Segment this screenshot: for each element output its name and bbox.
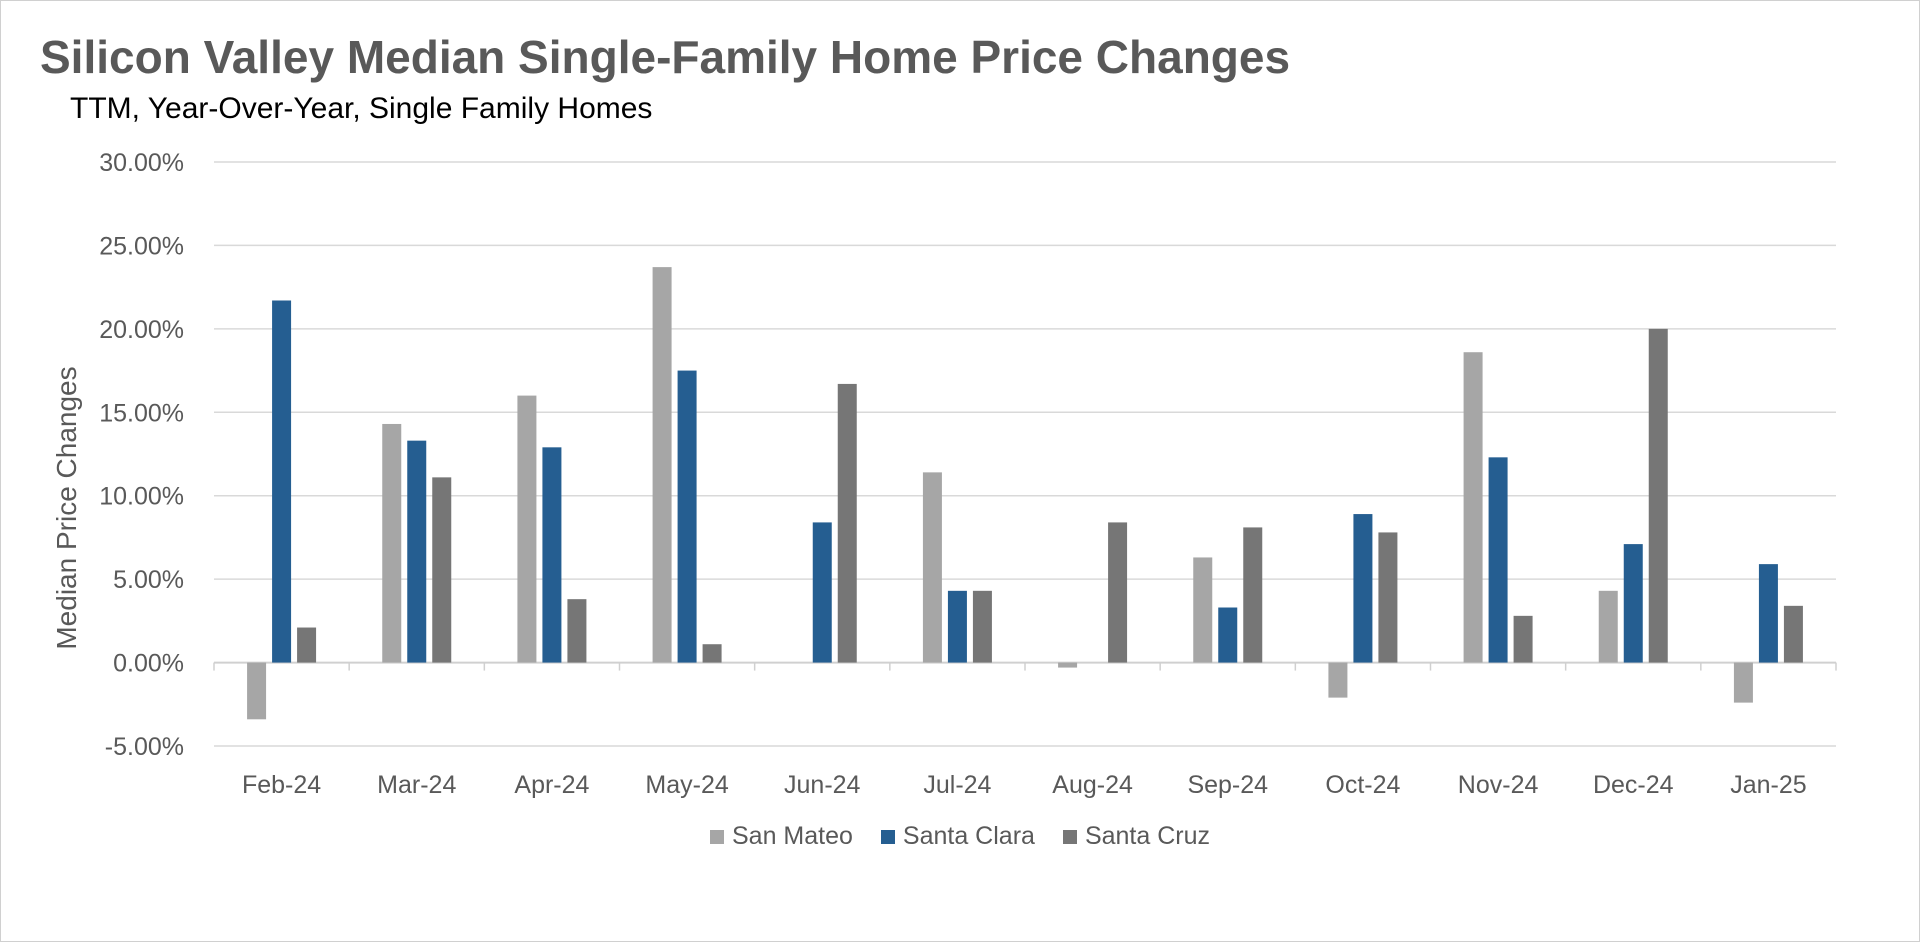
bar-santa-cruz bbox=[1108, 522, 1128, 663]
x-tick-label: Dec-24 bbox=[1593, 771, 1674, 799]
x-tick-label: Jul-24 bbox=[923, 771, 991, 799]
x-tick-label: Aug-24 bbox=[1052, 771, 1133, 799]
bar-san-mateo bbox=[1733, 662, 1753, 703]
x-tick-label: Oct-24 bbox=[1325, 771, 1400, 799]
bar-san-mateo bbox=[1328, 662, 1348, 698]
bar-san-mateo bbox=[652, 267, 672, 663]
bar-santa-cruz bbox=[567, 599, 587, 663]
bar-santa-clara bbox=[542, 447, 562, 663]
chart-subtitle: TTM, Year-Over-Year, Single Family Homes bbox=[70, 92, 653, 125]
legend-item: Santa Clara bbox=[880, 822, 1035, 851]
bar-santa-cruz bbox=[1243, 527, 1263, 663]
chart-title: Silicon Valley Median Single-Family Home… bbox=[40, 31, 1291, 83]
bar-santa-clara bbox=[947, 590, 967, 663]
bar-san-mateo bbox=[1193, 557, 1213, 663]
bar-santa-clara bbox=[677, 370, 697, 663]
legend: San Mateo Santa Clara Santa Cruz bbox=[0, 822, 1920, 851]
bar-san-mateo bbox=[1598, 590, 1618, 663]
bar-santa-cruz bbox=[1783, 605, 1803, 663]
bar-san-mateo bbox=[247, 662, 267, 720]
legend-label: Santa Cruz bbox=[1084, 822, 1210, 850]
legend-label: San Mateo bbox=[731, 822, 853, 850]
bar-santa-cruz bbox=[972, 590, 992, 663]
bar-santa-cruz bbox=[432, 477, 452, 663]
x-tick-label: Mar-24 bbox=[377, 771, 456, 799]
x-tick-label: Nov-24 bbox=[1458, 771, 1539, 799]
bar-santa-clara bbox=[1353, 514, 1373, 663]
legend-label: Santa Clara bbox=[902, 822, 1035, 850]
bar-santa-clara bbox=[812, 522, 832, 663]
y-tick-label: 25.00% bbox=[99, 232, 184, 260]
y-axis-label: Median Price Changes bbox=[51, 366, 82, 649]
bar-santa-cruz bbox=[837, 383, 857, 663]
bar-santa-clara bbox=[1758, 564, 1778, 663]
bar-san-mateo bbox=[517, 395, 537, 663]
x-tick-label: Sep-24 bbox=[1187, 771, 1268, 799]
y-tick-label: 0.00% bbox=[113, 650, 184, 678]
bar-san-mateo bbox=[1463, 352, 1483, 663]
y-tick-label: 30.00% bbox=[99, 149, 184, 177]
legend-swatch bbox=[709, 829, 724, 844]
legend-item: Santa Cruz bbox=[1062, 822, 1210, 851]
bar-san-mateo bbox=[1058, 662, 1078, 668]
bar-santa-cruz bbox=[1513, 615, 1533, 663]
y-tick-label: 5.00% bbox=[113, 566, 184, 594]
bar-santa-clara bbox=[407, 440, 427, 663]
y-tick-label: -5.00% bbox=[105, 733, 184, 761]
bar-santa-clara bbox=[1488, 457, 1508, 663]
x-tick-label: May-24 bbox=[645, 771, 728, 799]
legend-swatch bbox=[880, 829, 895, 844]
y-tick-label: 10.00% bbox=[99, 483, 184, 511]
x-tick-label: Jan-25 bbox=[1730, 771, 1806, 799]
bar-santa-clara bbox=[1623, 544, 1643, 663]
bar-santa-cruz bbox=[1648, 328, 1668, 663]
y-tick-label: 15.00% bbox=[99, 399, 184, 427]
x-tick-label: Jun-24 bbox=[784, 771, 861, 799]
bar-santa-cruz bbox=[297, 627, 317, 663]
bar-santa-cruz bbox=[1378, 532, 1398, 663]
legend-swatch bbox=[1062, 829, 1077, 844]
bar-san-mateo bbox=[922, 472, 942, 663]
x-tick-label: Apr-24 bbox=[514, 771, 589, 799]
bar-santa-clara bbox=[1218, 607, 1238, 663]
y-tick-label: 20.00% bbox=[99, 316, 184, 344]
x-tick-label: Feb-24 bbox=[242, 771, 321, 799]
legend-item: San Mateo bbox=[709, 822, 853, 851]
bar-santa-clara bbox=[272, 300, 292, 663]
bar-san-mateo bbox=[382, 423, 402, 663]
bar-santa-cruz bbox=[702, 644, 722, 663]
